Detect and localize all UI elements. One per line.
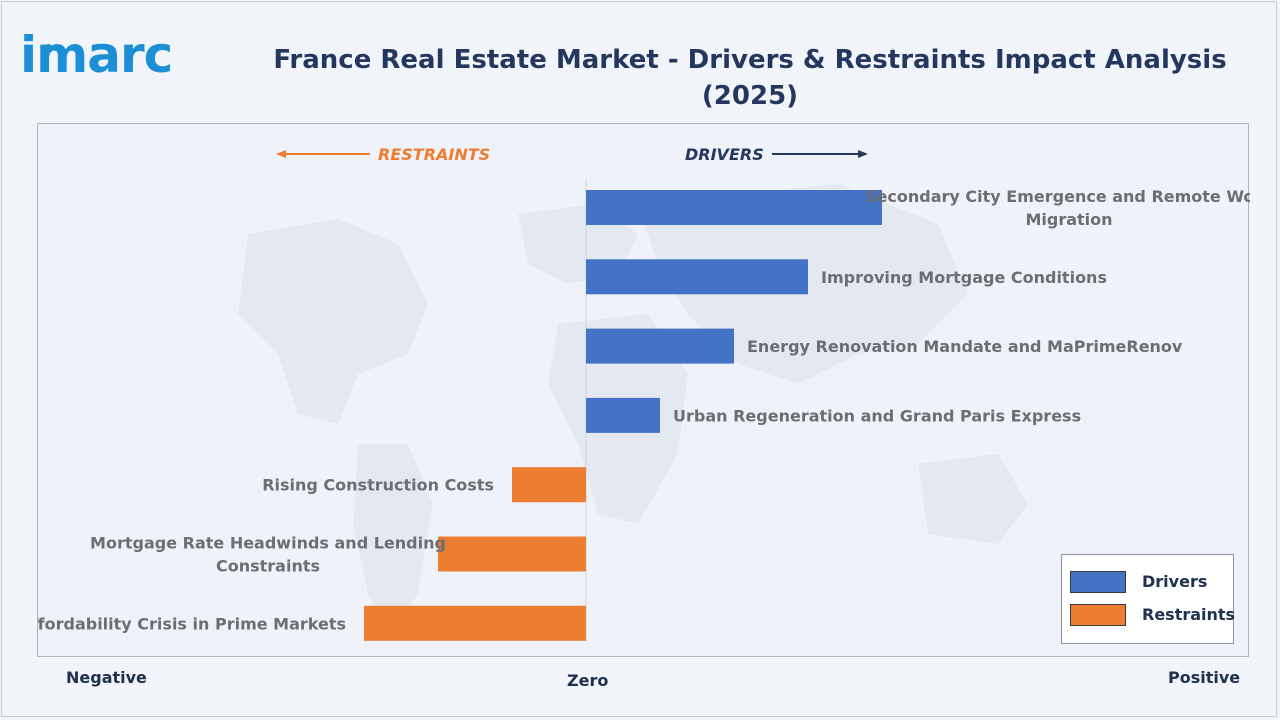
legend-label-restraints: Restraints [1142,605,1236,624]
legend: Drivers Restraints [1061,554,1236,644]
logo-text: imarc [20,26,173,84]
drivers-direction-label: DRIVERS [685,145,764,164]
imarc-logo: imarc [20,30,173,80]
legend-label-drivers: Drivers [1142,572,1208,591]
bar-label-5-line-0: Mortgage Rate Headwinds and Lending [90,534,446,553]
axis-label-zero: Zero [567,671,609,690]
direction-arrows: RESTRAINTS DRIVERS [276,145,868,164]
bar-labels-group: Secondary City Emergence and Remote Work… [38,187,1250,633]
bar-2 [586,328,734,364]
bar-3 [586,397,660,433]
legend-swatch-restraints [1070,604,1126,626]
bar-0 [586,190,882,225]
restraints-arrow-head [276,150,286,158]
bar-5 [438,536,586,572]
bar-6 [364,605,586,641]
axis-label-positive: Positive [1168,668,1241,687]
bar-label-3: Urban Regeneration and Grand Paris Expre… [673,406,1081,425]
bar-chart: RESTRAINTS DRIVERS Secondary City Emerge… [38,145,1250,641]
restraints-direction-label: RESTRAINTS [378,145,490,164]
bar-label-4: Rising Construction Costs [262,476,494,495]
bar-label-0-line-1: Migration [1025,210,1112,229]
bar-label-2: Energy Renovation Mandate and MaPrimeRen… [747,337,1183,356]
bar-1 [586,259,808,295]
drivers-arrow-head [858,150,868,158]
legend-swatch-drivers [1070,571,1126,593]
bar-label-0-line-0: Secondary City Emergence and Remote Work [865,187,1250,206]
axis-label-negative: Negative [66,668,147,687]
chart-title: France Real Estate Market - Drivers & Re… [273,45,1227,111]
logo-dot [44,44,53,53]
bar-4 [512,467,586,503]
bar-label-5-line-1: Constraints [216,557,320,576]
bar-label-1: Improving Mortgage Conditions [821,268,1107,287]
bars-group [364,190,882,641]
plot-area: RESTRAINTS DRIVERS Secondary City Emerge… [37,123,1250,657]
bar-label-6: Affordability Crisis in Prime Markets [38,614,346,633]
